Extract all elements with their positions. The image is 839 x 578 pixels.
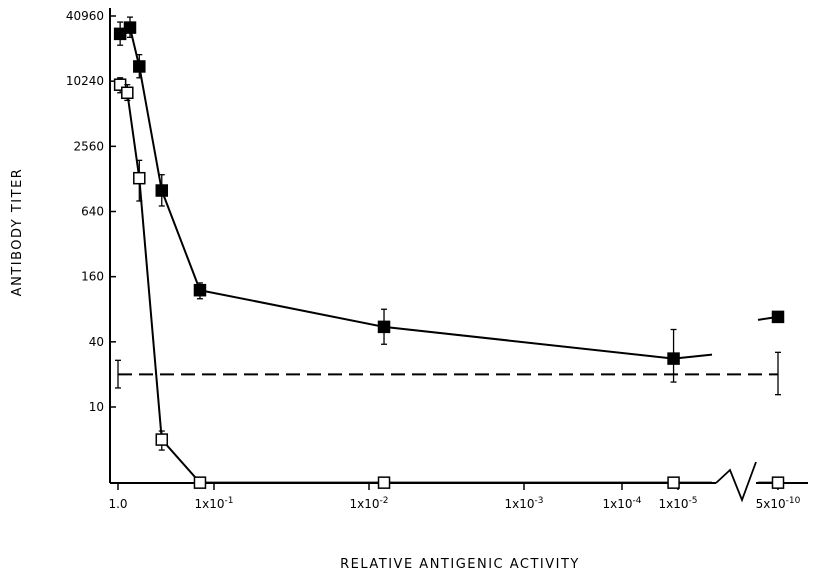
filled-series-tail [673,353,713,360]
filled-series-line [119,26,674,360]
baseline-error-bar [115,359,121,389]
filled-square-point [123,21,137,34]
x-tick-label: 1x10-4 [603,496,642,511]
filled-square-point [155,184,169,197]
filled-square-point [667,352,680,365]
y-tick-label: 10240 [66,74,104,88]
y-tick-label: 10 [89,400,104,414]
axes [109,8,808,503]
open-square-point [771,476,785,489]
x-tick-label: 1.0 [108,497,127,511]
y-tick-label: 160 [81,270,104,284]
x-tick-label: 5x10-10 [756,496,801,511]
open-series-line [119,84,674,484]
filled-square-point [113,27,127,41]
y-tick-label: 2560 [73,139,104,153]
open-square-point [121,86,134,100]
x-tick-label: 1x10-3 [505,496,544,511]
filled-square-point [771,310,785,324]
series-layer [113,16,785,489]
x-tick-label: 1x10-2 [350,496,389,511]
filled-square-point [193,283,207,297]
open-square-point [667,476,680,489]
y-tick-labels: 10 40 160 640 2560 10240 40960 [66,9,104,414]
y-axis-title: ANTIBODY TITER [10,168,25,297]
x-tick-label: 1x10-1 [195,496,234,511]
x-tick-label: 1x10-5 [659,496,698,511]
y-tick-label: 40960 [66,9,104,23]
x-axis-break [715,461,757,503]
open-square-point [155,433,169,446]
filled-square-point [377,320,391,334]
filled-square-point [133,60,146,73]
x-tick-labels: 1.0 1x10-1 1x10-2 1x10-3 1x10-4 1x10-5 5x10-10 [108,496,800,511]
y-tick-label: 640 [81,205,104,219]
open-square-point [133,171,146,185]
open-square-point [377,476,391,489]
x-axis-title: RELATIVE ANTIGENIC ACTIVITY [340,557,580,572]
open-square-point [193,476,207,489]
baseline-error-bar [775,351,781,396]
y-tick-label: 40 [89,335,104,349]
